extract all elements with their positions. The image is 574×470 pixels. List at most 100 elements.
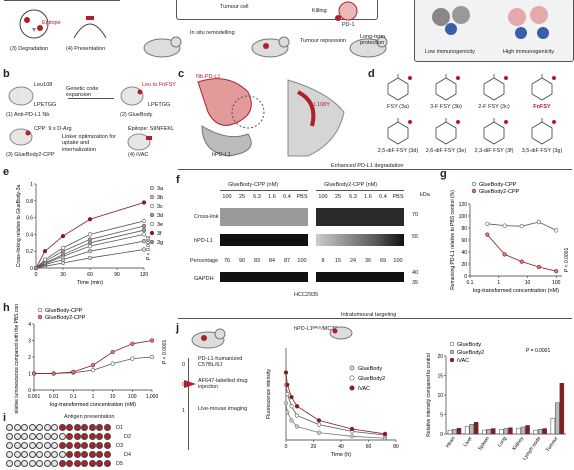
data-point [141,218,147,224]
bead [73,442,81,449]
percentage-value: 69 [379,258,387,264]
bead [43,451,51,458]
category-label: Lung [497,436,508,449]
bead [36,433,43,440]
bead [13,442,21,449]
data-point [502,252,507,257]
epitope-label: Epitope [42,20,61,26]
series-line [487,234,557,272]
bead [66,460,73,467]
bar [464,425,470,435]
high-immunogenicity-icon [508,6,549,39]
x-tick-label: 0 [285,444,288,450]
y-tick-label: 0.2 [26,249,33,255]
bead [103,433,111,440]
legend-marker [349,365,355,371]
mouse-icon [143,36,182,58]
data-point [141,232,147,237]
y-tick-label: 60 [461,238,467,244]
bead [73,451,81,458]
bead [36,460,43,467]
bead [13,433,21,440]
ring-shape [531,121,553,145]
ring-shape [483,77,505,101]
data-point [71,369,76,374]
concentration-label: 0.4 [379,194,387,200]
blot-crosslink [220,208,308,226]
data-point [87,232,93,237]
bead [73,433,81,440]
bead [96,451,103,458]
linker-arrow-label: Linker optimization for uptake and inter… [62,134,116,153]
y-axis-label: Remaining PD-L1 relative to PBS control … [450,190,456,290]
bead [43,460,51,467]
data-point [42,257,48,262]
bead [21,451,28,458]
data-point [485,221,490,226]
x-axis-label: Time (min) [77,280,103,286]
lpetgg-label: LPETGG [34,102,57,108]
sulfonyl-mark [456,76,460,80]
nanobody-icon [8,86,34,106]
x-tick-label: 0.1 [467,280,474,286]
legend-label: 3b [157,195,163,201]
panel-b: b Leu108 LPETGG (1) Anti-PD-L1 Nb Geneti… [0,68,176,160]
category-label: Liver [463,435,474,448]
data-point [51,371,56,376]
data-point [33,265,39,271]
panel-a: Epitope (3) Degradation (4) Presentation… [0,0,574,66]
leu108-label: Leu108 [34,82,53,88]
data-point [283,370,289,375]
panel-letter: f [176,174,180,186]
bead [81,451,88,458]
sulfonyl-mark [552,76,556,80]
legend-marker [449,357,455,363]
data-point [87,240,93,245]
bar [491,428,496,435]
epitope-siinfekl-label: Epitope: SIINFEKL [128,126,175,132]
data-point [289,418,294,423]
y-tick-label: 0 [30,266,33,272]
data-point [130,341,135,346]
data-point [289,404,294,409]
bead [103,442,111,449]
legend-marker [449,349,455,355]
mouse-icon [251,36,290,58]
bead [103,424,111,431]
data-point [60,245,66,250]
x-tick-label: 20 [311,444,317,450]
bead [13,460,21,467]
bar [516,427,521,435]
bar [486,429,492,435]
legend-marker [471,188,477,194]
cpp-label: CPP: 9 x D-Arg [34,126,72,132]
data-point [316,422,322,427]
panel-d: d FSY (3a) 3-F FSY (3b) 2-F FSY (3c) FnFSY 2… [368,68,572,160]
y-tick-label: 0 [464,274,467,280]
legend-label: iVAC [358,386,370,392]
bead [43,433,51,440]
legend-label: GlueBody2 [457,350,484,356]
bar [473,422,479,435]
repression-label: Tumour repression [300,38,346,44]
y-tick-label: 2 [28,355,31,361]
time-mark: 0 [182,362,186,368]
row-label: D5 [116,461,124,467]
compound-structure [531,118,556,145]
y-axis-label: Cross-linking relative to GlueBody-3a [16,185,22,268]
legend-label: 3a [157,186,164,192]
data-point [294,413,300,418]
ivac-label: (4) iVAC [128,152,149,158]
marker: 35 [412,280,419,286]
legend-marker [37,314,43,320]
bead [6,442,13,449]
blot-gapdh [316,272,404,282]
bead [6,460,13,467]
y-tick-label: 20 [461,262,467,268]
data-point [349,426,355,432]
panel-j: j hPD-L1ᴮᴬᶜᵏ/MC38 0 0 1 PD-L1-humanized … [176,322,572,470]
kda-label: kDa [420,192,430,198]
l108y-label: L108Y [314,102,330,108]
data-point [349,434,355,439]
x-axis-label: log-transformed concentration (nM) [50,402,136,408]
